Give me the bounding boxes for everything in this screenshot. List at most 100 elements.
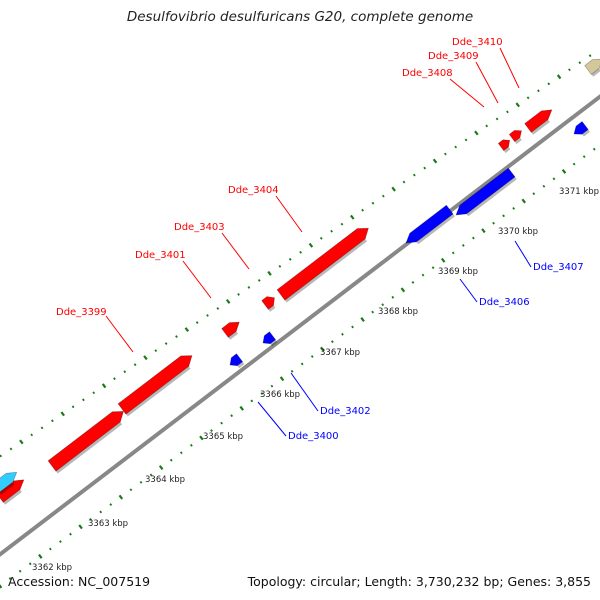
- tick-dot: [495, 117, 499, 121]
- tick-dot: [411, 281, 415, 284]
- tick-dot: [360, 317, 365, 322]
- gene-dde-3402[interactable]: [262, 331, 277, 345]
- scale-label: 3369 kbp: [438, 267, 478, 277]
- gene-label[interactable]: Dde_3407: [533, 262, 584, 273]
- tick-dot: [288, 257, 292, 261]
- tick-dot: [109, 503, 113, 506]
- leader-line: [221, 232, 250, 270]
- tick-dot: [464, 138, 468, 142]
- tick-dot: [592, 147, 596, 151]
- tick-dot: [250, 399, 254, 403]
- tick-dot: [310, 355, 314, 358]
- genome-backbone: [0, 94, 600, 557]
- scale-label: 3367 kbp: [320, 348, 360, 358]
- gene-dde-3411[interactable]: [573, 121, 589, 135]
- gene-glyphs[interactable]: [0, 58, 600, 505]
- gene-dde-3406[interactable]: [405, 204, 454, 244]
- gene-dde-3407[interactable]: [455, 167, 516, 216]
- tick-dot: [308, 242, 314, 248]
- gene-dde-3400[interactable]: [229, 353, 244, 367]
- gene-dde-3410-shade: [531, 119, 550, 135]
- leader-line: [275, 195, 303, 233]
- tick-dot: [133, 363, 137, 367]
- gene-dde-3409[interactable]: [508, 130, 522, 143]
- tick-dot: [279, 376, 285, 382]
- tick-dot: [89, 517, 93, 521]
- gene-cyan[interactable]: [0, 471, 18, 493]
- gene-label[interactable]: Dde_3400: [288, 431, 339, 442]
- tick-dot: [526, 96, 530, 100]
- tick-dot: [175, 335, 178, 339]
- tick-dot: [512, 207, 516, 210]
- gene-dde-3399a[interactable]: [47, 411, 124, 472]
- tick-dot: [320, 346, 325, 352]
- leader-lines: [105, 47, 532, 437]
- tick-dot: [118, 494, 124, 500]
- tick-dot: [237, 293, 240, 296]
- tick-dot: [454, 145, 458, 149]
- tick-dot: [129, 488, 133, 492]
- tick-dot: [400, 287, 406, 293]
- gene-label[interactable]: Dde_3402: [320, 406, 371, 417]
- tick-dot: [451, 251, 455, 255]
- gene-dde-3402-shade: [270, 339, 278, 347]
- tick-dot: [206, 314, 209, 317]
- gene-dde-3408[interactable]: [497, 139, 511, 152]
- scale-label: 3371 kbp: [559, 187, 599, 197]
- gene-label[interactable]: Dde_3401: [135, 250, 186, 261]
- gene-dde-3399b[interactable]: [117, 355, 193, 415]
- tick-dot: [547, 82, 551, 86]
- tick-dot: [78, 524, 83, 530]
- tick-dot: [537, 89, 540, 93]
- gene-dde-3408-shade: [503, 146, 511, 153]
- gene-dde-3401[interactable]: [221, 321, 240, 338]
- tick-dot: [8, 577, 12, 581]
- tick-dot: [506, 110, 509, 114]
- tick-dot: [169, 458, 173, 462]
- gene-label[interactable]: Dde_3404: [228, 185, 279, 196]
- tick-dot: [485, 124, 489, 128]
- tick-dot: [154, 349, 158, 353]
- tick-dot: [158, 465, 164, 471]
- tick-dot: [51, 419, 54, 423]
- leader-line: [459, 278, 478, 303]
- tick-dot: [164, 342, 168, 346]
- scale-label: 3368 kbp: [378, 307, 418, 317]
- gene-label[interactable]: Dde_3399: [56, 307, 107, 318]
- tick-dots: [0, 54, 596, 589]
- tick-dot: [330, 340, 334, 344]
- gene-dde-3404[interactable]: [276, 227, 369, 301]
- tick-dot: [179, 451, 183, 455]
- gene-label[interactable]: Dde_3410: [452, 37, 503, 48]
- tick-dot: [30, 433, 34, 437]
- gene-label[interactable]: Dde_3403: [174, 222, 225, 233]
- tick-dot: [9, 447, 13, 451]
- scale-label: 3363 kbp: [88, 519, 128, 529]
- tick-dot: [225, 299, 231, 304]
- gene-label[interactable]: Dde_3406: [479, 297, 530, 308]
- tick-dot: [19, 439, 24, 445]
- gene-dde-3410[interactable]: [524, 109, 553, 133]
- scale-label: 3366 kbp: [260, 390, 300, 400]
- tick-dot: [582, 155, 586, 159]
- gene-labels[interactable]: Dde_3399 Dde_3401 Dde_3403 Dde_3404 Dde_3408…: [56, 37, 584, 442]
- gene-dde-3403[interactable]: [261, 296, 275, 310]
- tick-dot: [210, 429, 213, 432]
- scale-label: 3370 kbp: [498, 227, 538, 237]
- tick-dot: [371, 201, 375, 205]
- tick-dot: [40, 426, 44, 430]
- tick-dot: [588, 54, 592, 58]
- tick-dot: [92, 391, 96, 395]
- gene-label[interactable]: Dde_3409: [428, 51, 479, 62]
- gene-label[interactable]: Dde_3408: [402, 68, 453, 79]
- gene-dde-3399b-shade: [125, 366, 191, 417]
- tick-dot: [101, 383, 107, 389]
- accession-text: Accession: NC_007519: [8, 574, 151, 589]
- gene-dde-3407-shade: [466, 176, 517, 217]
- leader-line: [514, 240, 532, 268]
- tick-dot: [521, 198, 526, 204]
- tick-dot: [542, 184, 546, 188]
- tick-dot: [278, 264, 282, 268]
- gene-khaki[interactable]: [584, 58, 600, 75]
